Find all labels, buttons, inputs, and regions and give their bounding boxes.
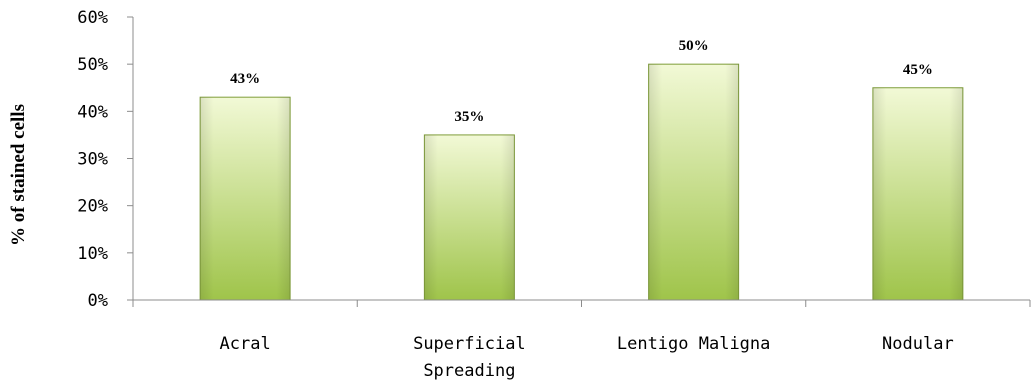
y-axis-ticks: 0% 10% 20% 30% 40% 50% 60% [77, 8, 133, 311]
y-tick-label: 30% [77, 150, 108, 170]
x-category-label: Lentigo Maligna [617, 334, 771, 354]
y-tick-label: 40% [77, 102, 108, 122]
bar-shade [424, 134, 515, 300]
y-tick-label: 60% [77, 8, 108, 28]
bar-shade [872, 87, 963, 300]
y-tick-label: 0% [88, 291, 108, 311]
x-category-label: Superficial Spreading [413, 334, 526, 381]
data-label: 43% [230, 71, 260, 87]
y-tick-label: 50% [77, 55, 108, 75]
category-labels: Acral Superficial Spreading Lentigo Maligna… [220, 334, 954, 381]
y-tick-label: 20% [77, 197, 108, 217]
x-category-label: Nodular [882, 334, 954, 354]
axes [132, 17, 1031, 307]
y-tick-label: 10% [77, 244, 108, 264]
bars [199, 63, 964, 301]
data-label: 35% [454, 109, 484, 125]
bar-shade [648, 64, 739, 301]
data-labels: 43% 35% 50% 45% [230, 38, 933, 125]
y-axis-title: % of stained cells [8, 104, 29, 246]
x-category-label: Acral [220, 334, 271, 354]
bar-shade [200, 97, 291, 300]
data-label: 45% [903, 62, 933, 78]
data-label: 50% [679, 38, 709, 54]
